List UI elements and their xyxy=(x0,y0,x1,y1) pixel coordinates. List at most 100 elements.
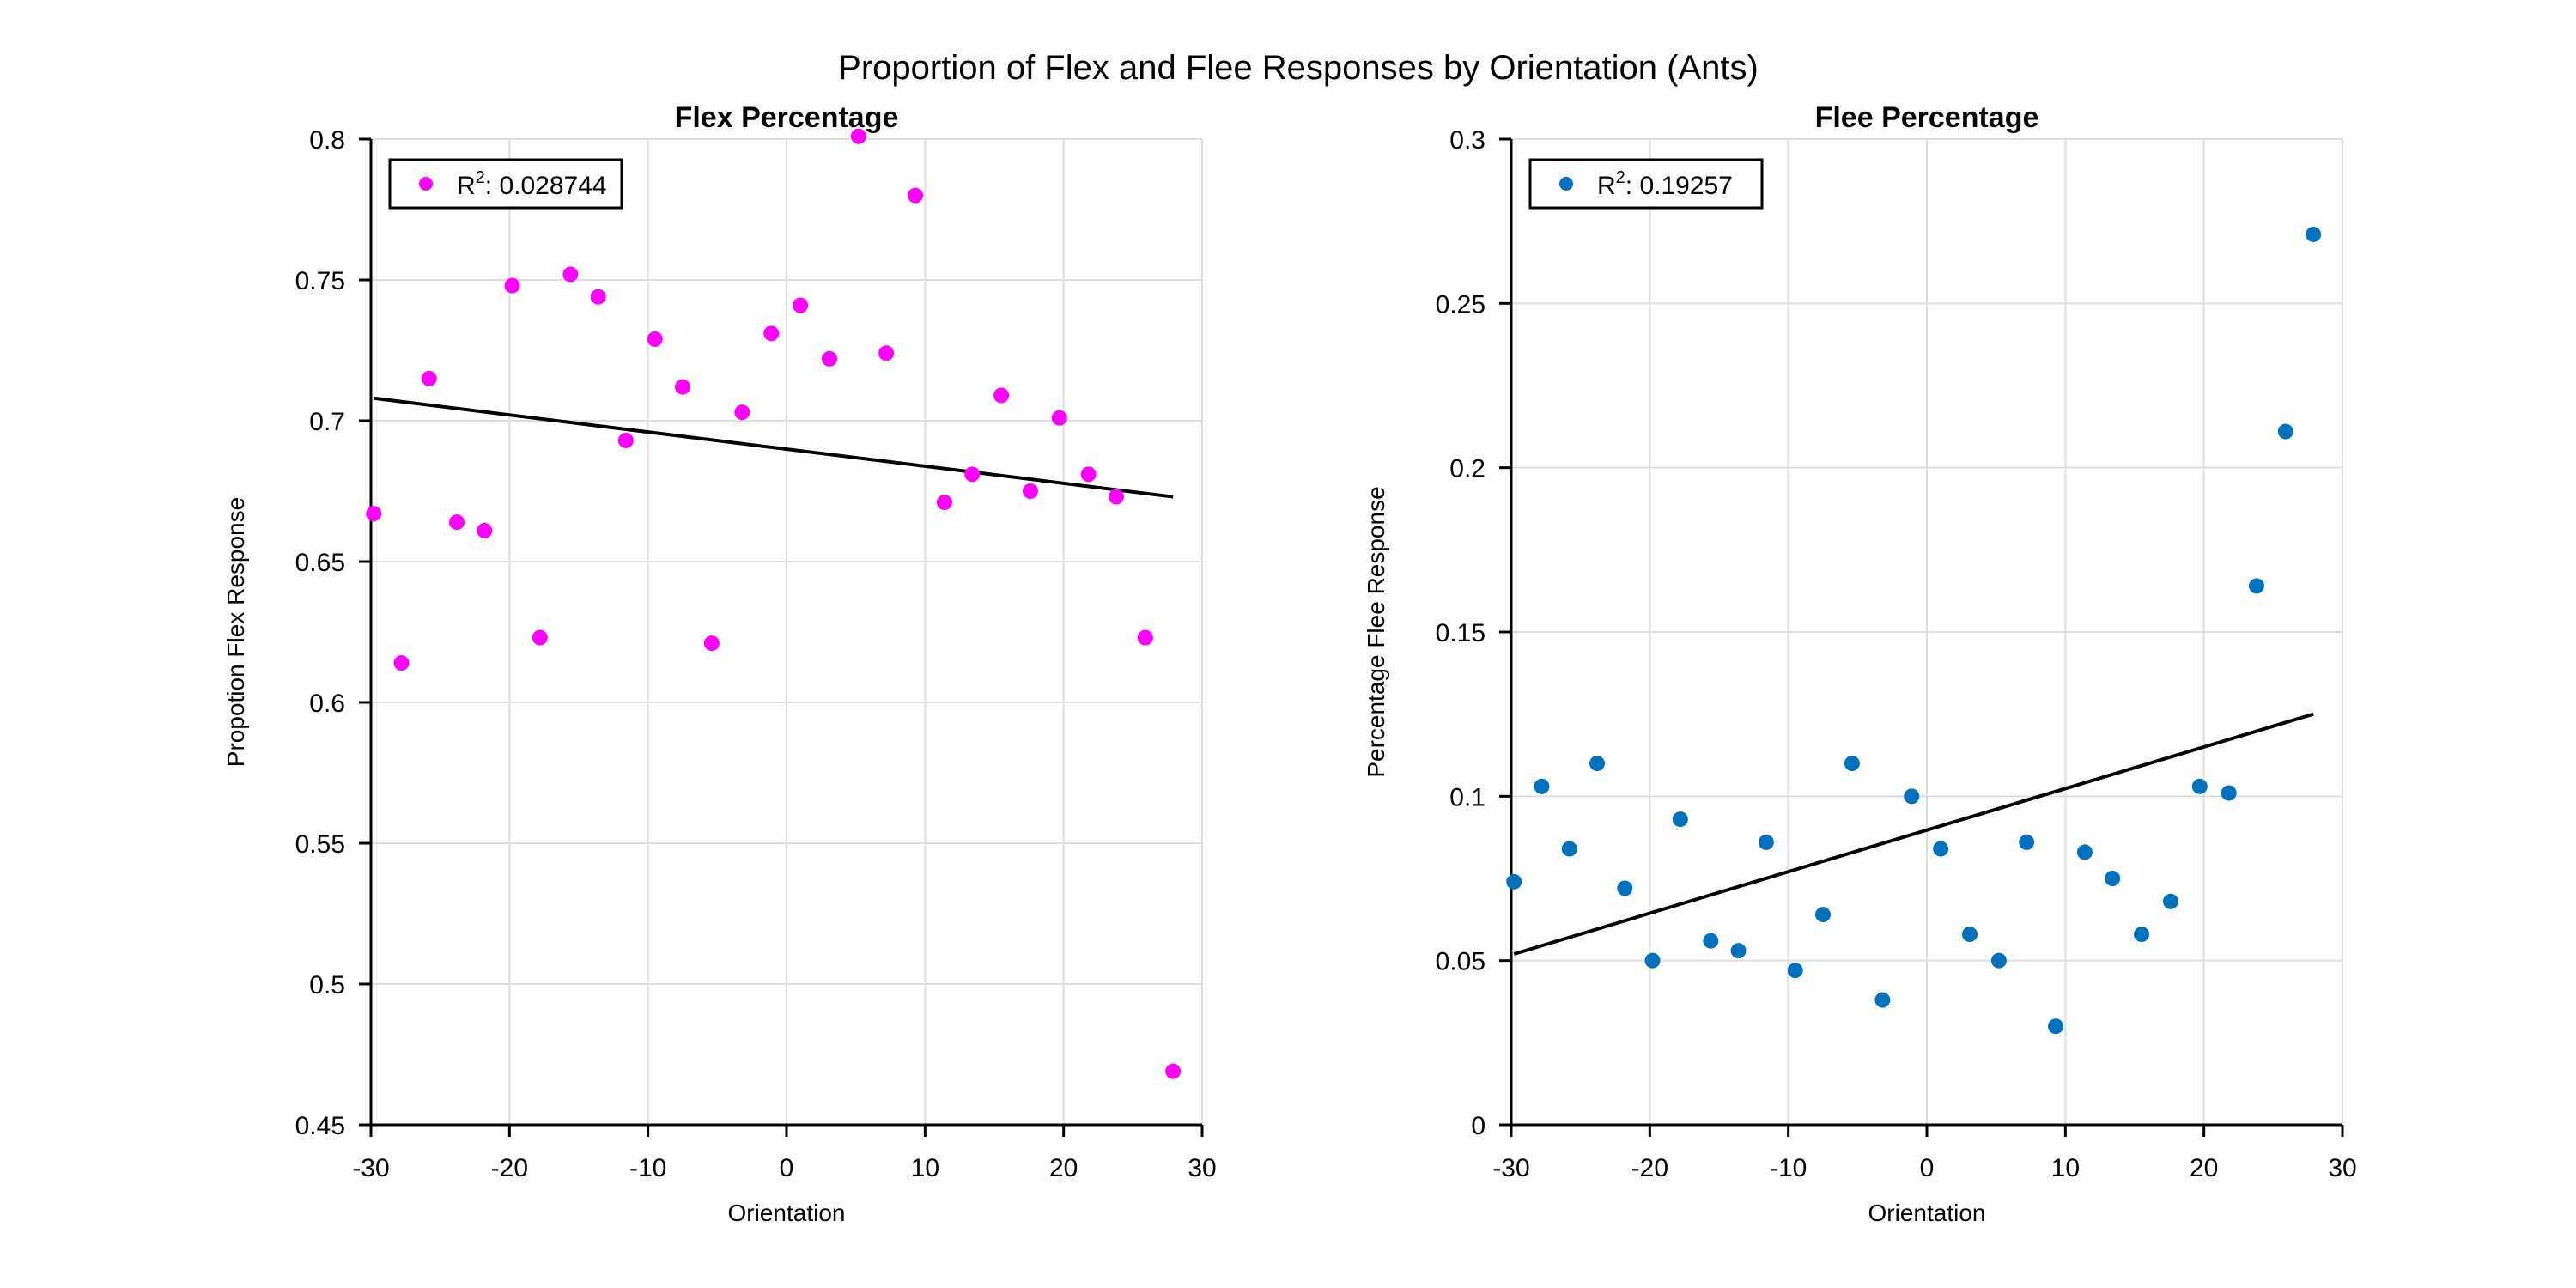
data-point xyxy=(1962,927,1978,943)
data-point xyxy=(1730,943,1747,959)
flee-percentage-panel: -30 -20 -10 0 10 20 30 0 0.05 0.1 0.15 0.2 0.25 0.3 Fl… xyxy=(1363,101,2357,1226)
y-tick-label: 0.25 xyxy=(1436,290,1485,319)
y-tick-label: 0.3 xyxy=(1449,126,1485,155)
data-point xyxy=(2277,423,2293,440)
y-tick-label: 0.75 xyxy=(295,267,345,295)
data-point xyxy=(1108,489,1124,505)
data-point xyxy=(936,495,952,511)
x-axis-label: Orientation xyxy=(728,1200,846,1226)
data-point xyxy=(1758,834,1774,850)
data-point xyxy=(2134,927,2150,943)
data-point xyxy=(763,325,780,342)
data-point xyxy=(2019,834,2035,850)
trend-line xyxy=(1513,712,2314,956)
data-point xyxy=(504,277,520,294)
x-tick-label: 30 xyxy=(2328,1154,2356,1182)
y-tick-label: 0.15 xyxy=(1436,619,1485,647)
data-point xyxy=(1022,483,1038,499)
data-point xyxy=(617,432,634,448)
x-tick-label: -10 xyxy=(1770,1154,1807,1182)
data-point xyxy=(2048,1018,2064,1035)
data-point xyxy=(822,350,838,367)
data-point xyxy=(703,635,720,652)
y-tick-label: 0.8 xyxy=(309,126,345,155)
data-point xyxy=(1534,778,1550,794)
x-tick-label: 20 xyxy=(1049,1154,1078,1182)
figure-title: Proportion of Flex and Flee Responses by… xyxy=(838,49,1759,87)
data-point xyxy=(2191,778,2208,794)
trend-line xyxy=(373,396,1174,499)
x-tick-label: 0 xyxy=(1920,1154,1935,1182)
data-point xyxy=(675,379,690,395)
y-tick-label: 0.1 xyxy=(1449,783,1485,811)
data-point xyxy=(1506,873,1522,890)
data-point xyxy=(562,266,579,283)
data-point xyxy=(1844,756,1860,772)
legend-marker xyxy=(1559,177,1573,191)
data-point xyxy=(1815,907,1831,923)
panel-title: Flex Percentage xyxy=(675,101,899,134)
x-tick-label: 20 xyxy=(2190,1154,2218,1182)
data-point xyxy=(2221,785,2237,801)
data-point xyxy=(1080,466,1097,483)
x-tick-label: -10 xyxy=(629,1154,666,1182)
data-point xyxy=(393,655,410,671)
y-tick-label: 0.55 xyxy=(295,830,345,859)
data-point xyxy=(2248,578,2264,594)
data-point xyxy=(2162,893,2178,909)
y-tick-label: 0 xyxy=(1471,1112,1485,1140)
x-tick-label: -30 xyxy=(1492,1154,1529,1182)
x-tick-label: -30 xyxy=(352,1154,389,1182)
data-point xyxy=(1589,756,1606,772)
data-point xyxy=(590,289,606,305)
x-tick-label: 10 xyxy=(911,1154,939,1182)
legend-label: R2: 0.19257 xyxy=(1597,168,1733,200)
data-point xyxy=(2306,226,2322,242)
data-point xyxy=(1561,841,1577,857)
y-tick-label: 0.2 xyxy=(1449,455,1485,483)
data-point xyxy=(421,370,437,386)
data-point xyxy=(647,331,663,347)
data-point xyxy=(1051,410,1067,426)
y-tick-label: 0.6 xyxy=(309,690,345,718)
y-tick-label: 0.7 xyxy=(309,408,345,436)
data-point xyxy=(532,629,548,646)
data-point xyxy=(964,466,981,483)
data-point xyxy=(850,128,866,144)
data-point xyxy=(793,297,809,313)
data-point xyxy=(1672,811,1688,828)
y-tick-label: 0.65 xyxy=(295,549,345,577)
data-point xyxy=(1137,629,1153,646)
data-point xyxy=(908,187,924,204)
x-tick-label: -20 xyxy=(1631,1154,1668,1182)
x-tick-label: 10 xyxy=(2051,1154,2080,1182)
data-point xyxy=(1644,952,1661,969)
data-point xyxy=(1933,841,1949,857)
data-point xyxy=(1165,1063,1182,1079)
legend-label: R2: 0.028744 xyxy=(457,168,607,200)
x-axis-label: Orientation xyxy=(1868,1200,1986,1226)
data-point xyxy=(1990,952,2007,969)
data-point xyxy=(1904,788,1920,805)
legend-marker xyxy=(419,177,433,191)
x-tick-label: 0 xyxy=(780,1154,794,1182)
y-axis-label: Percentage Flee Response xyxy=(1363,486,1389,777)
data-point xyxy=(993,387,1010,404)
data-point xyxy=(734,404,750,421)
x-tick-label: -20 xyxy=(491,1154,528,1182)
data-point xyxy=(2076,844,2093,860)
y-tick-label: 0.05 xyxy=(1436,948,1485,976)
data-point xyxy=(2105,871,2121,886)
data-point xyxy=(1617,880,1633,896)
data-point xyxy=(1703,933,1719,949)
x-tick-label: 30 xyxy=(1188,1154,1216,1182)
panel-title: Flee Percentage xyxy=(1815,101,2039,134)
y-tick-label: 0.45 xyxy=(295,1112,345,1140)
y-axis-label: Propotion Flex Response xyxy=(222,497,249,767)
flex-percentage-panel: -30 -20 -10 0 10 20 30 0.45 0.5 0.55 0.6 0.65 0.7 0.7… xyxy=(222,101,1217,1226)
data-point xyxy=(1787,963,1803,979)
data-point xyxy=(449,514,465,531)
data-point xyxy=(477,522,493,538)
data-point xyxy=(366,506,382,522)
